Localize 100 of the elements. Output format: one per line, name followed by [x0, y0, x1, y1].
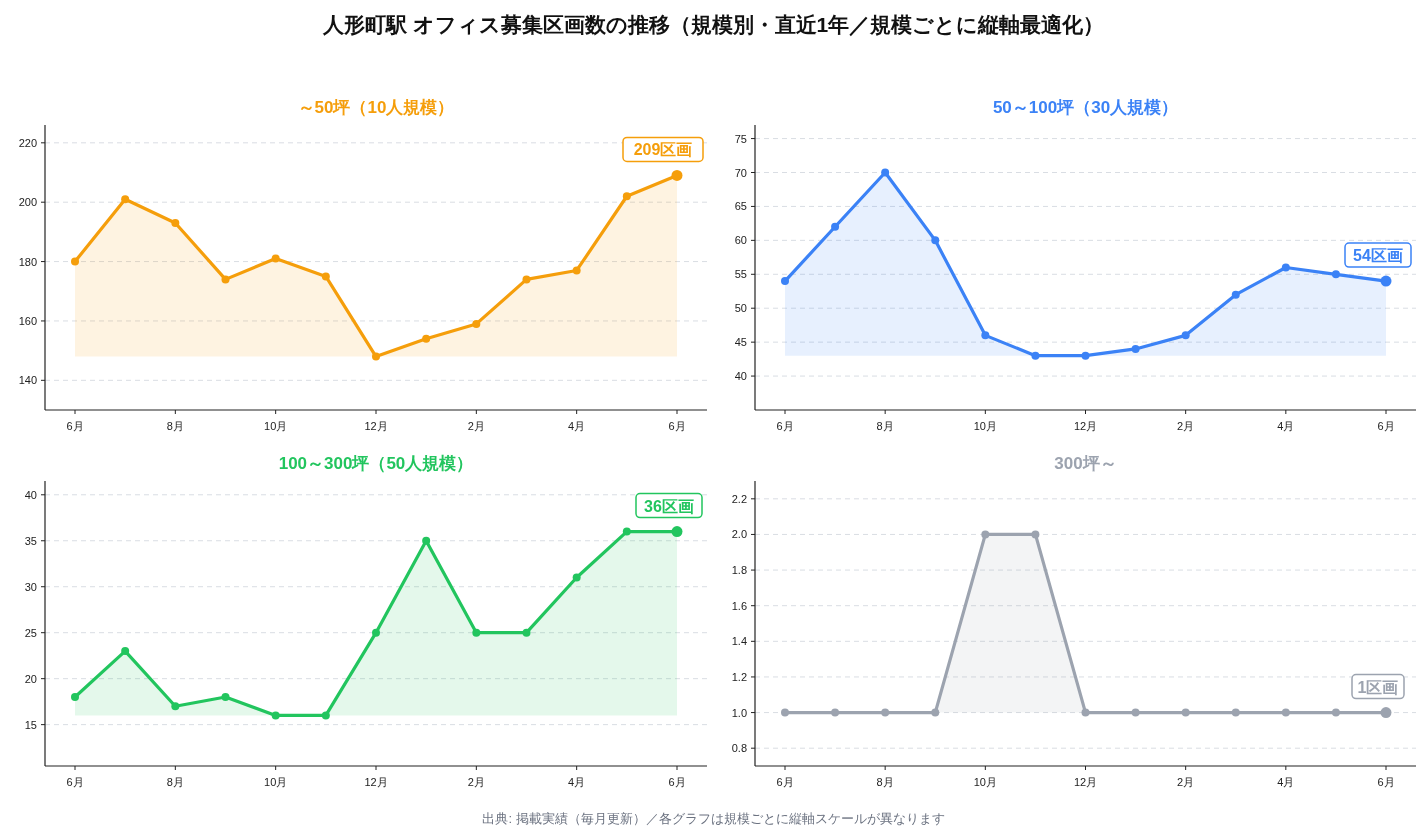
x-tick-label: 2月 — [467, 776, 485, 788]
x-tick-label: 6月 — [668, 420, 686, 432]
point — [981, 331, 990, 340]
point — [831, 222, 840, 231]
point — [422, 334, 431, 343]
point — [522, 628, 531, 637]
point — [121, 195, 130, 204]
x-tick-label: 6月 — [668, 776, 686, 788]
y-tick-label: 25 — [24, 626, 37, 639]
point — [321, 711, 330, 720]
point — [71, 693, 79, 702]
y-tick-label: 200 — [18, 196, 37, 209]
point — [171, 702, 180, 711]
y-tick-label: 65 — [734, 200, 747, 213]
point — [271, 711, 280, 720]
x-tick-label: 10月 — [973, 776, 997, 788]
source-note: 出典: 掲載実績（毎月更新）／各グラフは規模ごとに縦軸スケールが異なります — [482, 811, 945, 826]
y-tick-label: 30 — [24, 580, 37, 593]
y-tick-label: 1.4 — [731, 635, 747, 648]
point — [321, 272, 330, 281]
x-tick-label: 4月 — [568, 420, 586, 432]
point — [881, 168, 890, 177]
x-tick-label: 8月 — [876, 420, 894, 432]
point — [372, 628, 380, 637]
point — [221, 693, 230, 702]
point — [572, 573, 581, 582]
point — [1281, 263, 1290, 272]
text: 人形町駅 オフィス募集区画数の推移（規模別・直近1年／規模ごとに縦軸最適化） — [321, 13, 1105, 37]
x-tick-label: 12月 — [1073, 420, 1098, 432]
y-tick-label: 140 — [18, 374, 37, 387]
annotation: 54区画 — [1353, 247, 1403, 265]
y-tick-label: 220 — [18, 136, 37, 149]
x-tick-label: 10月 — [973, 420, 997, 432]
x-tick-label: 6月 — [1377, 776, 1395, 788]
y-tick-label: 75 — [734, 132, 747, 145]
y-tick-label: 180 — [18, 255, 37, 268]
point — [422, 536, 431, 545]
point — [1031, 351, 1040, 360]
point — [622, 527, 631, 536]
y-tick-label: 35 — [24, 534, 37, 547]
point — [522, 275, 531, 284]
y-tick-label: 2.0 — [731, 528, 747, 541]
x-tick-label: 6月 — [66, 420, 84, 432]
y-tick-label: 40 — [734, 370, 747, 383]
x-tick-label: 2月 — [467, 420, 485, 432]
x-tick-label: 4月 — [1277, 776, 1295, 788]
y-tick-label: 15 — [24, 718, 37, 731]
annotation: 36区画 — [644, 497, 694, 515]
x-tick-label: 6月 — [1377, 420, 1395, 432]
point — [1131, 344, 1140, 353]
y-tick-label: 70 — [734, 166, 747, 179]
x-tick-label: 12月 — [364, 420, 388, 432]
annotation: 1区画 — [1357, 678, 1399, 696]
chart-title: 300坪～ — [1054, 454, 1117, 473]
y-tick-label: 2.2 — [731, 492, 747, 505]
point — [121, 647, 130, 656]
x-tick-label: 6月 — [776, 420, 794, 432]
x-tick-label: 6月 — [66, 776, 84, 788]
point — [1331, 270, 1340, 279]
y-tick-label: 60 — [734, 234, 747, 247]
point — [1081, 351, 1090, 360]
point — [1231, 290, 1240, 299]
point — [931, 236, 940, 245]
point — [71, 257, 79, 266]
y-tick-label: 55 — [734, 268, 747, 281]
point — [572, 266, 581, 275]
chart-title: 100～300坪（50人規模） — [278, 454, 474, 473]
y-tick-label: 1.6 — [731, 599, 747, 612]
y-tick-label: 0.8 — [731, 742, 747, 755]
x-tick-label: 8月 — [166, 776, 184, 788]
x-tick-label: 4月 — [568, 776, 586, 788]
x-tick-label: 2月 — [1177, 420, 1195, 432]
y-tick-label: 40 — [24, 488, 37, 501]
x-tick-label: 8月 — [166, 420, 184, 432]
chart-title: ～50坪（10人規模） — [297, 98, 455, 117]
point — [472, 628, 481, 637]
point — [221, 275, 230, 284]
y-tick-label: 45 — [734, 336, 747, 349]
y-tick-label: 20 — [24, 672, 37, 685]
x-tick-label: 4月 — [1277, 420, 1295, 432]
y-tick-label: 50 — [734, 302, 747, 315]
x-tick-label: 12月 — [364, 776, 388, 788]
x-tick-label: 2月 — [1177, 776, 1195, 788]
point — [622, 192, 631, 201]
point — [372, 352, 380, 361]
x-tick-label: 10月 — [264, 776, 288, 788]
x-tick-label: 8月 — [876, 776, 894, 788]
y-tick-label: 1.0 — [731, 706, 747, 719]
point — [271, 254, 280, 263]
annotation: 209区画 — [633, 141, 693, 159]
y-tick-label: 1.2 — [731, 670, 747, 683]
point — [781, 277, 789, 286]
y-tick-label: 1.8 — [731, 564, 747, 577]
y-tick-label: 160 — [18, 314, 37, 327]
x-tick-label: 6月 — [776, 776, 794, 788]
chart-title: 50～100坪（30人規模） — [992, 98, 1179, 117]
point — [472, 319, 481, 328]
x-tick-label: 10月 — [264, 420, 288, 432]
point — [171, 218, 180, 227]
x-tick-label: 12月 — [1073, 776, 1098, 788]
